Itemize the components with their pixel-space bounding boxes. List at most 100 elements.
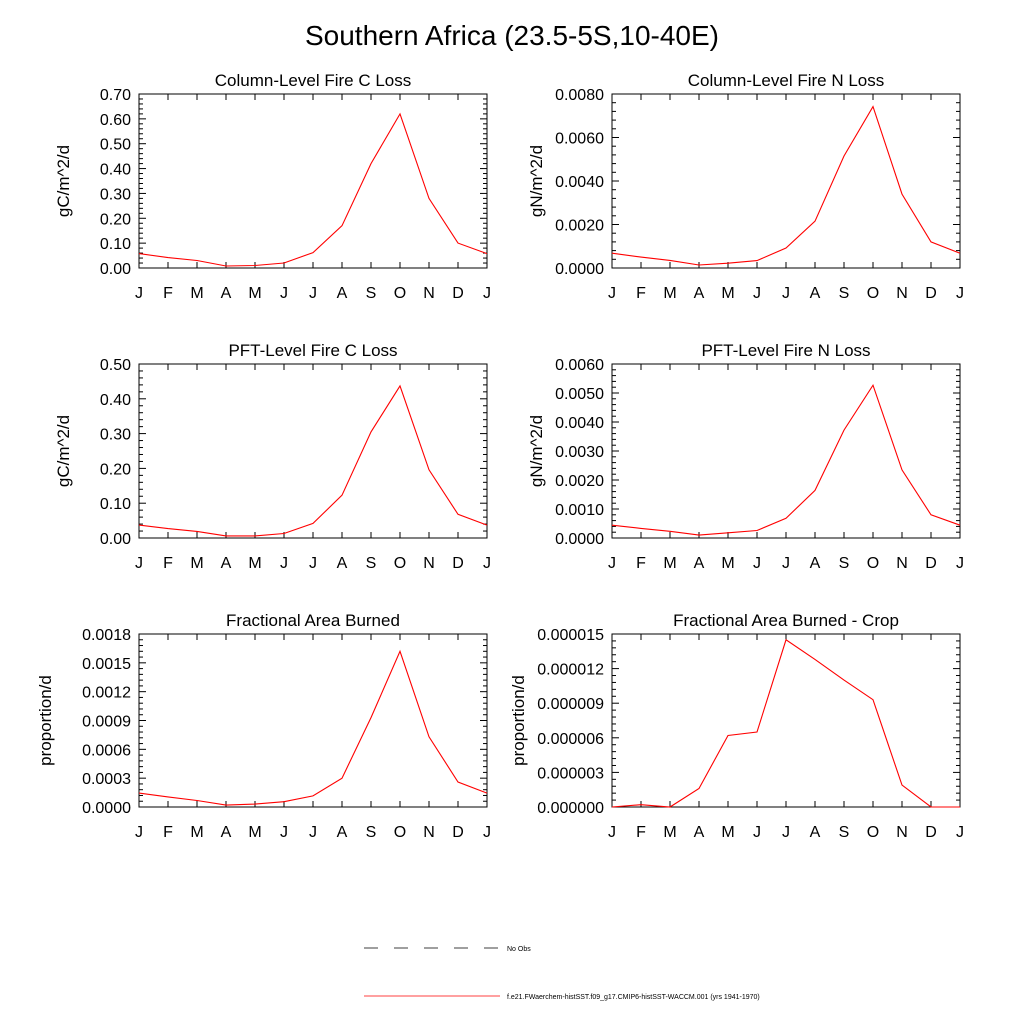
x-tick-label: N xyxy=(423,824,435,841)
x-tick-label: D xyxy=(452,824,464,841)
x-tick-label: D xyxy=(925,824,937,841)
y-tick-label: 0.0080 xyxy=(555,87,604,104)
y-tick-label: 0.0050 xyxy=(555,386,604,403)
x-tick-label: S xyxy=(366,555,377,572)
x-tick-label: F xyxy=(636,555,646,572)
y-tick-label: 0.000003 xyxy=(537,765,604,782)
series-line xyxy=(611,105,961,266)
y-tick-label: 0.40 xyxy=(100,392,131,409)
x-tick-label: F xyxy=(636,285,646,302)
y-tick-label: 0.000009 xyxy=(537,696,604,713)
x-tick-label: J xyxy=(782,824,790,841)
x-tick-label: J xyxy=(956,555,964,572)
x-tick-label: O xyxy=(867,824,879,841)
plot-frame xyxy=(611,93,961,269)
y-tick-label: 0.0030 xyxy=(555,444,604,461)
y-axis-label: gN/m^2/d xyxy=(527,145,546,217)
y-tick-label: 0.000015 xyxy=(537,627,604,644)
x-tick-label: A xyxy=(337,824,348,841)
y-axis-label: gC/m^2/d xyxy=(54,415,73,487)
x-tick-label: O xyxy=(394,824,406,841)
x-tick-label: J xyxy=(309,824,317,841)
x-tick-label: M xyxy=(248,555,261,572)
x-tick-label: J xyxy=(608,824,616,841)
y-tick-label: 0.0003 xyxy=(82,771,131,788)
y-axis-label: gN/m^2/d xyxy=(527,415,546,487)
x-tick-label: N xyxy=(423,555,435,572)
x-tick-label: A xyxy=(221,555,232,572)
x-tick-label: J xyxy=(135,824,143,841)
y-tick-label: 0.0060 xyxy=(555,131,604,148)
y-tick-label: 0.0020 xyxy=(555,473,604,490)
x-tick-label: F xyxy=(636,824,646,841)
chart-title: Column-Level Fire N Loss xyxy=(688,71,885,90)
x-tick-label: A xyxy=(810,285,821,302)
x-tick-label: M xyxy=(190,285,203,302)
y-tick-label: 0.000006 xyxy=(537,731,604,748)
y-tick-label: 0.0000 xyxy=(555,531,604,548)
x-tick-label: J xyxy=(280,555,288,572)
y-tick-label: 0.00 xyxy=(100,261,131,278)
x-tick-label: A xyxy=(694,285,705,302)
x-tick-label: D xyxy=(925,285,937,302)
chart-title: PFT-Level Fire C Loss xyxy=(228,341,397,360)
x-tick-label: M xyxy=(721,555,734,572)
x-tick-label: M xyxy=(190,824,203,841)
y-axis-label: gC/m^2/d xyxy=(54,145,73,217)
x-tick-label: M xyxy=(721,824,734,841)
y-tick-label: 0.0006 xyxy=(82,742,131,759)
chart-title: PFT-Level Fire N Loss xyxy=(701,341,870,360)
x-tick-label: D xyxy=(925,555,937,572)
chart-title: Fractional Area Burned - Crop xyxy=(673,611,899,630)
y-tick-label: 0.0000 xyxy=(555,261,604,278)
x-tick-label: S xyxy=(366,824,377,841)
y-tick-label: 0.000012 xyxy=(537,662,604,679)
x-tick-label: F xyxy=(163,555,173,572)
x-tick-label: M xyxy=(248,824,261,841)
y-tick-label: 0.0015 xyxy=(82,656,131,673)
legend-obs-label: No Obs xyxy=(507,946,531,953)
x-tick-label: J xyxy=(956,824,964,841)
y-tick-label: 0.0000 xyxy=(82,800,131,817)
x-tick-label: J xyxy=(782,555,790,572)
x-tick-label: N xyxy=(896,824,908,841)
x-tick-label: M xyxy=(663,555,676,572)
x-tick-label: J xyxy=(753,555,761,572)
y-tick-label: 0.20 xyxy=(100,211,131,228)
y-tick-label: 0.0060 xyxy=(555,357,604,374)
plot-frame xyxy=(611,363,961,539)
y-tick-label: 0.0018 xyxy=(82,627,131,644)
y-tick-label: 0.000000 xyxy=(537,800,604,817)
plot-frame xyxy=(138,363,488,539)
page-title: Southern Africa (23.5-5S,10-40E) xyxy=(304,20,719,51)
x-tick-label: N xyxy=(896,555,908,572)
x-tick-label: A xyxy=(810,824,821,841)
x-tick-label: S xyxy=(366,285,377,302)
x-tick-label: J xyxy=(782,285,790,302)
x-tick-label: S xyxy=(839,824,850,841)
legend-model-label: f.e21.FWaerchem-histSST.f09_g17.CMIP6-hi… xyxy=(507,994,760,1001)
x-tick-label: A xyxy=(694,555,705,572)
x-tick-label: J xyxy=(135,285,143,302)
x-tick-label: J xyxy=(483,824,491,841)
x-tick-label: J xyxy=(483,285,491,302)
x-tick-label: F xyxy=(163,824,173,841)
x-tick-label: A xyxy=(221,824,232,841)
x-tick-label: M xyxy=(248,285,261,302)
series-line xyxy=(138,112,488,267)
y-tick-label: 0.50 xyxy=(100,137,131,154)
y-tick-label: 0.0040 xyxy=(555,415,604,432)
x-tick-label: J xyxy=(608,285,616,302)
x-tick-label: A xyxy=(694,824,705,841)
y-tick-label: 0.10 xyxy=(100,236,131,253)
y-tick-label: 0.70 xyxy=(100,87,131,104)
x-tick-label: J xyxy=(608,555,616,572)
chart-title: Fractional Area Burned xyxy=(226,611,400,630)
x-tick-label: A xyxy=(221,285,232,302)
series-line xyxy=(611,638,960,808)
